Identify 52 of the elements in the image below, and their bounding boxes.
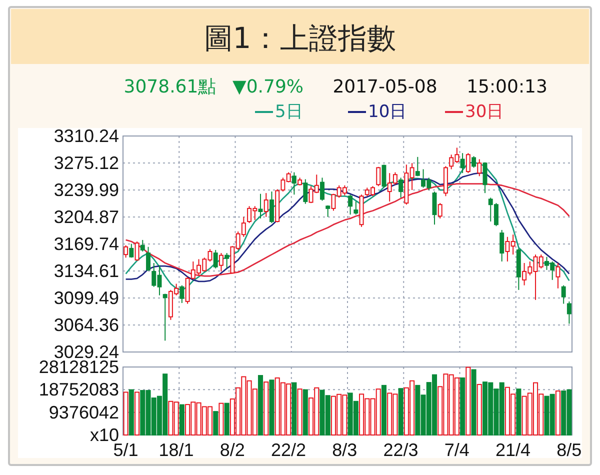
bar bbox=[213, 411, 218, 436]
x-tick-label: 8/5 bbox=[556, 440, 582, 460]
bar bbox=[381, 384, 386, 436]
candlestick bbox=[556, 262, 560, 289]
bar bbox=[123, 392, 128, 436]
candlestick bbox=[264, 192, 268, 218]
x-tick-label: 22/2 bbox=[271, 440, 306, 460]
y-tick-label: 3275.12 bbox=[54, 152, 119, 173]
candlestick bbox=[258, 193, 263, 219]
x-tick-label: 7/4 bbox=[444, 440, 470, 460]
x-tick-label: 21/4 bbox=[496, 440, 531, 460]
bar bbox=[516, 388, 522, 436]
y-tick-label: 3239.99 bbox=[54, 180, 119, 200]
bar bbox=[460, 377, 466, 436]
bar bbox=[476, 384, 482, 436]
y-tick-label: 3204.87 bbox=[54, 206, 119, 227]
bar bbox=[292, 382, 297, 436]
legend-label: 5日 bbox=[275, 102, 303, 122]
bar bbox=[258, 375, 264, 436]
y-tick-label: 9376042 bbox=[48, 402, 119, 422]
x-tick-label: 22/3 bbox=[383, 440, 418, 460]
legend-label: 10日 bbox=[368, 102, 407, 122]
bar bbox=[134, 392, 140, 436]
x-tick-label: 8/3 bbox=[332, 440, 358, 460]
bar bbox=[264, 382, 269, 436]
text: ▼0.79% bbox=[232, 76, 304, 98]
x-tick-label: 8/2 bbox=[220, 440, 245, 460]
candlestick bbox=[320, 177, 324, 202]
bar bbox=[269, 380, 274, 436]
text: 2017-05-08 bbox=[332, 76, 438, 98]
bar bbox=[128, 389, 134, 436]
bar bbox=[179, 404, 184, 436]
legend-label: 30日 bbox=[465, 102, 504, 122]
x-tick-label: 18/1 bbox=[158, 440, 194, 460]
bar bbox=[218, 402, 224, 436]
bar bbox=[297, 388, 302, 436]
bar bbox=[224, 402, 230, 436]
y-tick-label: 18752083 bbox=[38, 380, 119, 400]
bar bbox=[555, 390, 560, 436]
y-tick-label: 3169.74 bbox=[54, 234, 119, 254]
bar bbox=[471, 369, 476, 436]
y-tick-label: 3064.36 bbox=[54, 315, 119, 336]
y-tick-label: 3310.24 bbox=[54, 126, 119, 146]
text: 15:00:13 bbox=[466, 76, 548, 98]
text: 3078.61點 bbox=[124, 76, 216, 98]
chart-title: 圖1：上證指數 bbox=[204, 21, 396, 55]
bar bbox=[466, 366, 471, 436]
y-tick-label: 28128125 bbox=[38, 357, 119, 377]
bar bbox=[398, 388, 404, 436]
bar bbox=[302, 389, 308, 436]
y-tick-label: 3134.61 bbox=[54, 261, 119, 282]
y-tick-label: 3099.49 bbox=[54, 288, 119, 308]
